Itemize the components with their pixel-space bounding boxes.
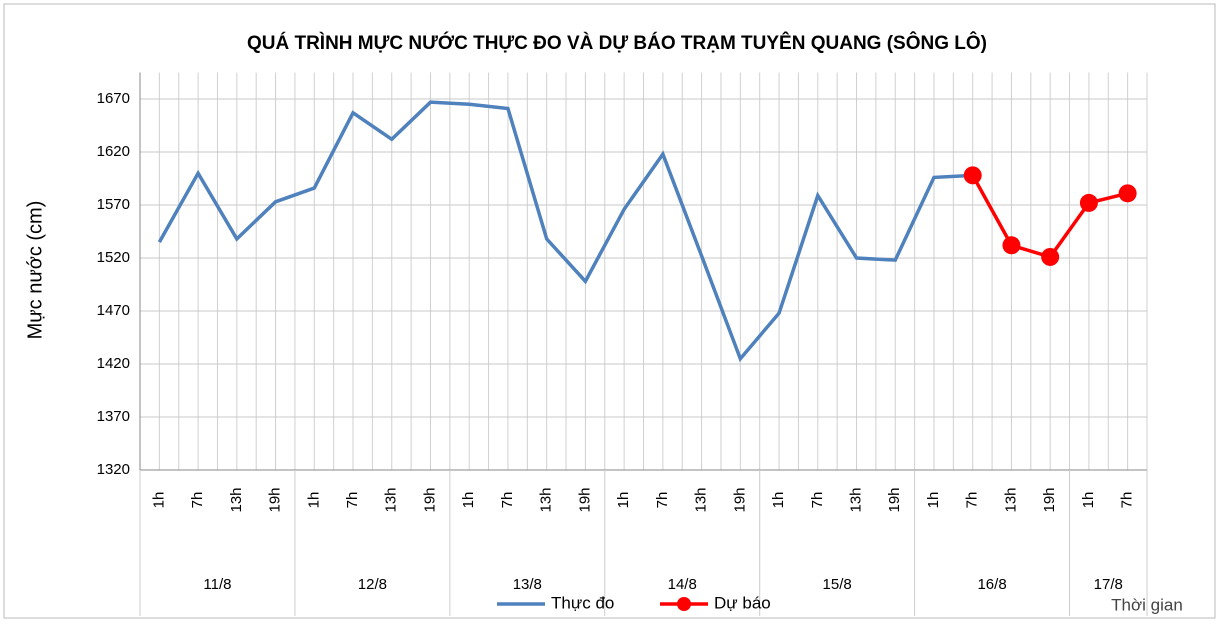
x-tick-label: 7h [1119,492,1136,509]
point [963,166,982,185]
x-tick-label: 1h [305,492,322,509]
x-tick-label: 19h [731,487,748,512]
y-tick-label: 1370 [97,408,130,425]
x-tick-label: 7h [809,492,826,509]
point [1002,236,1021,255]
x-tick-label: 19h [886,487,903,512]
point [1118,184,1137,203]
group-label: 12/8 [358,576,387,593]
x-tick-label: 19h [267,487,284,512]
x-tick-label: 7h [964,492,981,509]
group-label: 17/8 [1094,576,1123,593]
y-tick-label: 1420 [97,355,130,372]
x-tick-label: 13h [383,487,400,512]
x-tick-label: 19h [1041,487,1058,512]
x-tick-label: 1h [925,492,942,509]
y-tick-label: 1570 [97,196,130,213]
group-label: 16/8 [977,576,1006,593]
x-tick-label: 1h [770,492,787,509]
x-tick-label: 1h [150,492,167,509]
legend-label: Thực đo [551,593,614,612]
y-axis-label: Mực nước (cm) [24,201,46,340]
group-label: 15/8 [823,576,852,593]
legend-label: Dự báo [714,593,771,612]
y-tick-label: 1520 [97,249,130,266]
chart-title: QUÁ TRÌNH MỰC NƯỚC THỰC ĐO VÀ DỰ BÁO TRẠ… [247,32,987,54]
series-line [157,100,973,363]
y-tick-label: 1320 [97,461,130,478]
x-tick-label: 1h [1080,492,1097,509]
y-tick-label: 1470 [97,302,130,319]
point [1041,247,1060,266]
x-tick-label: 19h [576,487,593,512]
x-tick-label: 7h [499,492,516,509]
x-tick-label: 7h [344,492,361,509]
x-tick-label: 7h [654,492,671,509]
x-tick-label: 19h [421,487,438,512]
x-tick-label: 13h [228,487,245,512]
legend-marker [677,597,691,611]
x-tick-label: 13h [538,487,555,512]
point [1079,193,1098,212]
x-tick-label: 7h [189,492,206,509]
x-tick-label: 13h [693,487,710,512]
x-tick-label: 13h [847,487,864,512]
x-tick-label: 1h [615,492,632,509]
group-label: 11/8 [203,576,231,593]
group-label: 13/8 [513,576,542,593]
y-tick-label: 1620 [97,143,130,160]
x-tick-label: 1h [460,492,477,509]
x-tick-label: 13h [1002,487,1019,512]
y-tick-label: 1670 [97,90,130,107]
group-label: 14/8 [668,576,697,593]
